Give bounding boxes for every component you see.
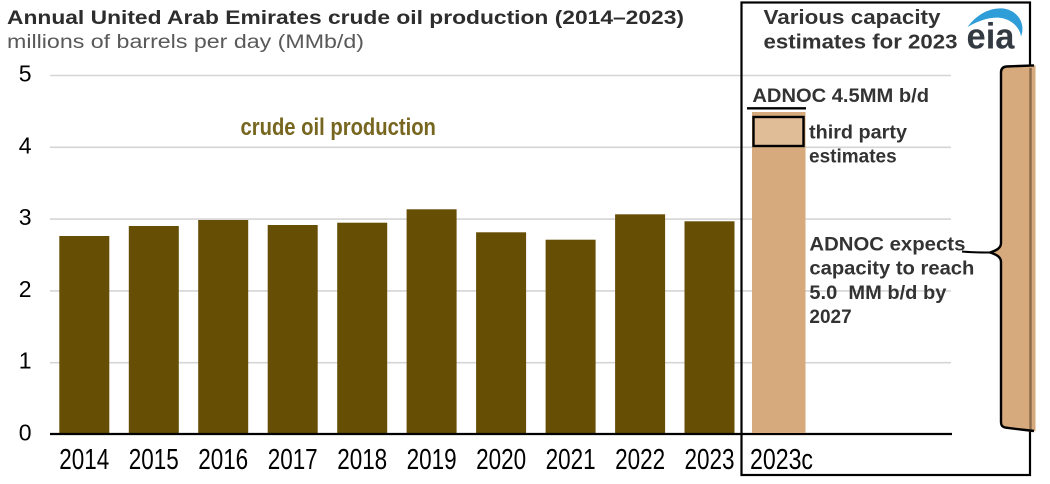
svg-text:4: 4 — [19, 132, 32, 158]
svg-text:millions of barrels per day (M: millions of barrels per day (MMb/d) — [7, 32, 364, 53]
svg-text:2016: 2016 — [198, 444, 248, 476]
svg-text:2015: 2015 — [129, 444, 179, 476]
svg-text:2014: 2014 — [59, 444, 109, 476]
svg-text:2018: 2018 — [337, 444, 387, 476]
svg-text:ADNOC expects: ADNOC expects — [809, 234, 965, 255]
svg-text:2021: 2021 — [546, 444, 596, 476]
svg-text:2: 2 — [19, 276, 32, 302]
svg-text:2022: 2022 — [615, 444, 665, 476]
svg-text:2027: 2027 — [809, 307, 851, 328]
svg-text:0: 0 — [19, 420, 32, 446]
svg-text:5: 5 — [19, 61, 32, 87]
svg-text:2017: 2017 — [268, 444, 318, 476]
svg-text:capacity to reach: capacity to reach — [809, 259, 974, 280]
svg-text:third party: third party — [809, 123, 907, 144]
svg-text:Various capacity: Various capacity — [764, 6, 942, 29]
svg-text:5.0 MM b/d by: 5.0 MM b/d by — [809, 283, 946, 304]
svg-text:estimates: estimates — [809, 147, 897, 168]
svg-text:3: 3 — [19, 204, 32, 230]
svg-text:2023: 2023 — [685, 444, 735, 476]
svg-text:ADNOC 4.5MM b/d: ADNOC 4.5MM b/d — [752, 86, 929, 107]
svg-text:2019: 2019 — [407, 444, 457, 476]
svg-text:Annual United Arab Emirates cr: Annual United Arab Emirates crude oil pr… — [7, 8, 684, 29]
svg-text:2020: 2020 — [476, 444, 526, 476]
svg-text:1: 1 — [19, 348, 32, 374]
svg-text:2023c: 2023c — [750, 444, 813, 476]
svg-text:estimates for 2023: estimates for 2023 — [764, 31, 958, 54]
svg-text:crude oil production: crude oil production — [241, 114, 436, 141]
